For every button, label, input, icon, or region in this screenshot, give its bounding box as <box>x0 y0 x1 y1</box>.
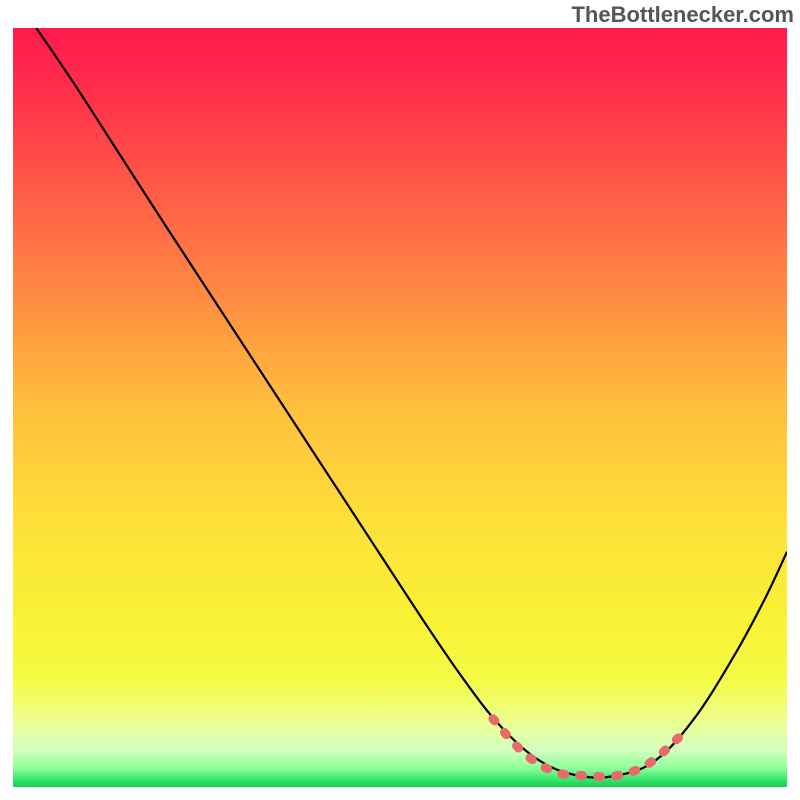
chart-background <box>13 28 787 787</box>
attribution-text: TheBottlenecker.com <box>571 2 794 28</box>
bottleneck-chart <box>13 28 787 787</box>
chart-svg <box>13 28 787 787</box>
